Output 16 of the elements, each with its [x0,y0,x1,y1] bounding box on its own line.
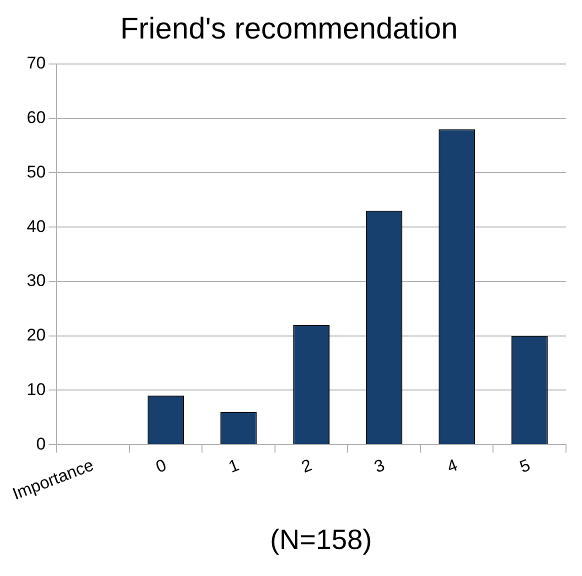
y-tick-label: 20 [26,326,46,345]
x-tick-label: 5 [517,455,533,477]
y-tick-label: 60 [26,108,46,128]
x-tick-label: 4 [444,455,460,477]
y-tick-label: 10 [26,380,46,399]
x-tick-label: 2 [298,455,314,477]
x-tick-label: 0 [153,455,169,477]
y-tick-label: 30 [26,271,46,290]
text: (N=158) [269,524,373,556]
x-tick-label: 3 [372,455,388,477]
y-tick-label: 70 [26,54,46,73]
y-tick-label: 50 [26,162,46,182]
x-tick-label: 1 [226,455,242,477]
chart-title: Friend's recommendation [120,12,458,46]
y-tick-label: 0 [36,434,46,454]
y-tick-label: 40 [26,216,46,236]
